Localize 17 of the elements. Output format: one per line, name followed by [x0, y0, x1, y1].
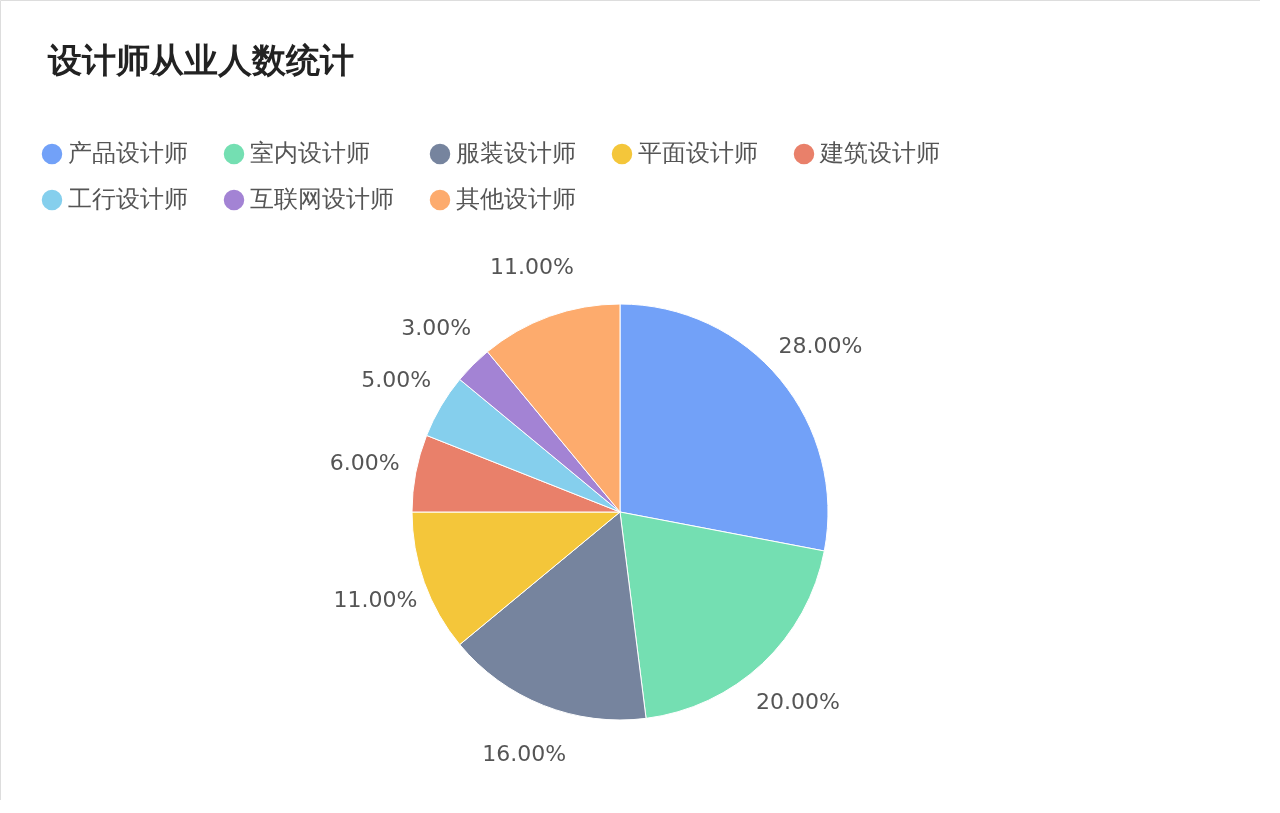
data-label: 28.00% [778, 333, 863, 359]
legend-label: 室内设计师 [250, 139, 370, 167]
legend-label: 服装设计师 [456, 139, 576, 167]
legend-label: 平面设计师 [638, 139, 758, 167]
legend-label: 建筑设计师 [819, 139, 940, 167]
data-label: 20.00% [756, 688, 840, 714]
legend-label: 产品设计师 [68, 139, 188, 167]
legend-label: 工行设计师 [68, 185, 188, 213]
legend-label: 互联网设计师 [250, 185, 394, 213]
data-label: 3.00% [401, 315, 472, 341]
data-label: 11.00% [333, 587, 418, 613]
data-label: 5.00% [361, 366, 432, 392]
data-label: 16.00% [482, 740, 567, 766]
data-label: 6.00% [329, 450, 400, 476]
data-label: 11.00% [489, 254, 574, 280]
chart-title: 设计师从业人数统计 [47, 40, 354, 80]
legend-label: 其他设计师 [456, 185, 576, 213]
